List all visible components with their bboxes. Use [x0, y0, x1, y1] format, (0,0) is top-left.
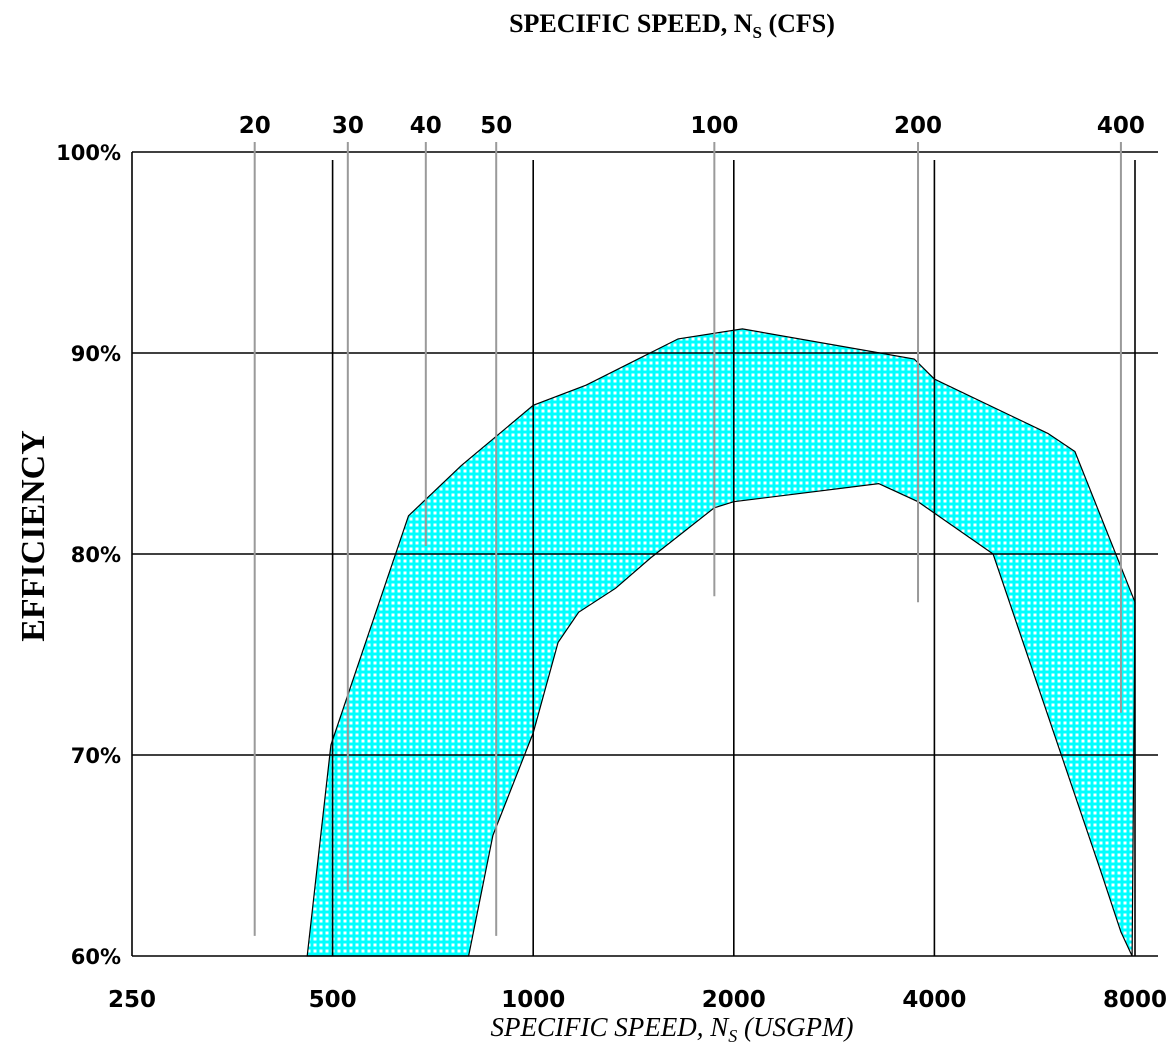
top-tick-label: 100 — [690, 113, 738, 139]
y-tick-label: 60% — [71, 945, 121, 969]
shaded-efficiency-band — [306, 328, 1136, 957]
x-tick-label: 8000 — [1103, 987, 1167, 1013]
top-axis-lines — [253, 142, 1122, 936]
top-tick-label: 50 — [480, 113, 512, 139]
x-tick-label: 250 — [108, 987, 156, 1013]
x-tick-label: 2000 — [702, 987, 766, 1013]
x-tick-label: 4000 — [902, 987, 966, 1013]
y-tick-label: 80% — [71, 543, 121, 567]
x-tick-label: 1000 — [501, 987, 565, 1013]
y-tick-label: 70% — [71, 744, 121, 768]
top-tick-label: 40 — [410, 113, 442, 139]
top-tick-label: 400 — [1097, 113, 1145, 139]
top-tick-label: 20 — [239, 113, 271, 139]
x-tick-label: 500 — [309, 987, 357, 1013]
y-axis-label: EFFICIENCY — [15, 430, 52, 642]
plot-grid — [131, 151, 1158, 957]
chart-title: SPECIFIC SPEED, NS (CFS) — [509, 9, 835, 42]
y-tick-label: 90% — [71, 342, 121, 366]
efficiency-band — [306, 328, 1136, 957]
top-tick-label: 200 — [894, 113, 942, 139]
x-axis-label: SPECIFIC SPEED, NS (USGPM) — [491, 1012, 854, 1046]
axis-labels: 250 500 1000 2000 4000 8000 20 30 40 50 100 200 400 6… — [56, 113, 1167, 1013]
top-tick-label: 30 — [332, 113, 364, 139]
y-tick-label: 100% — [56, 141, 121, 165]
